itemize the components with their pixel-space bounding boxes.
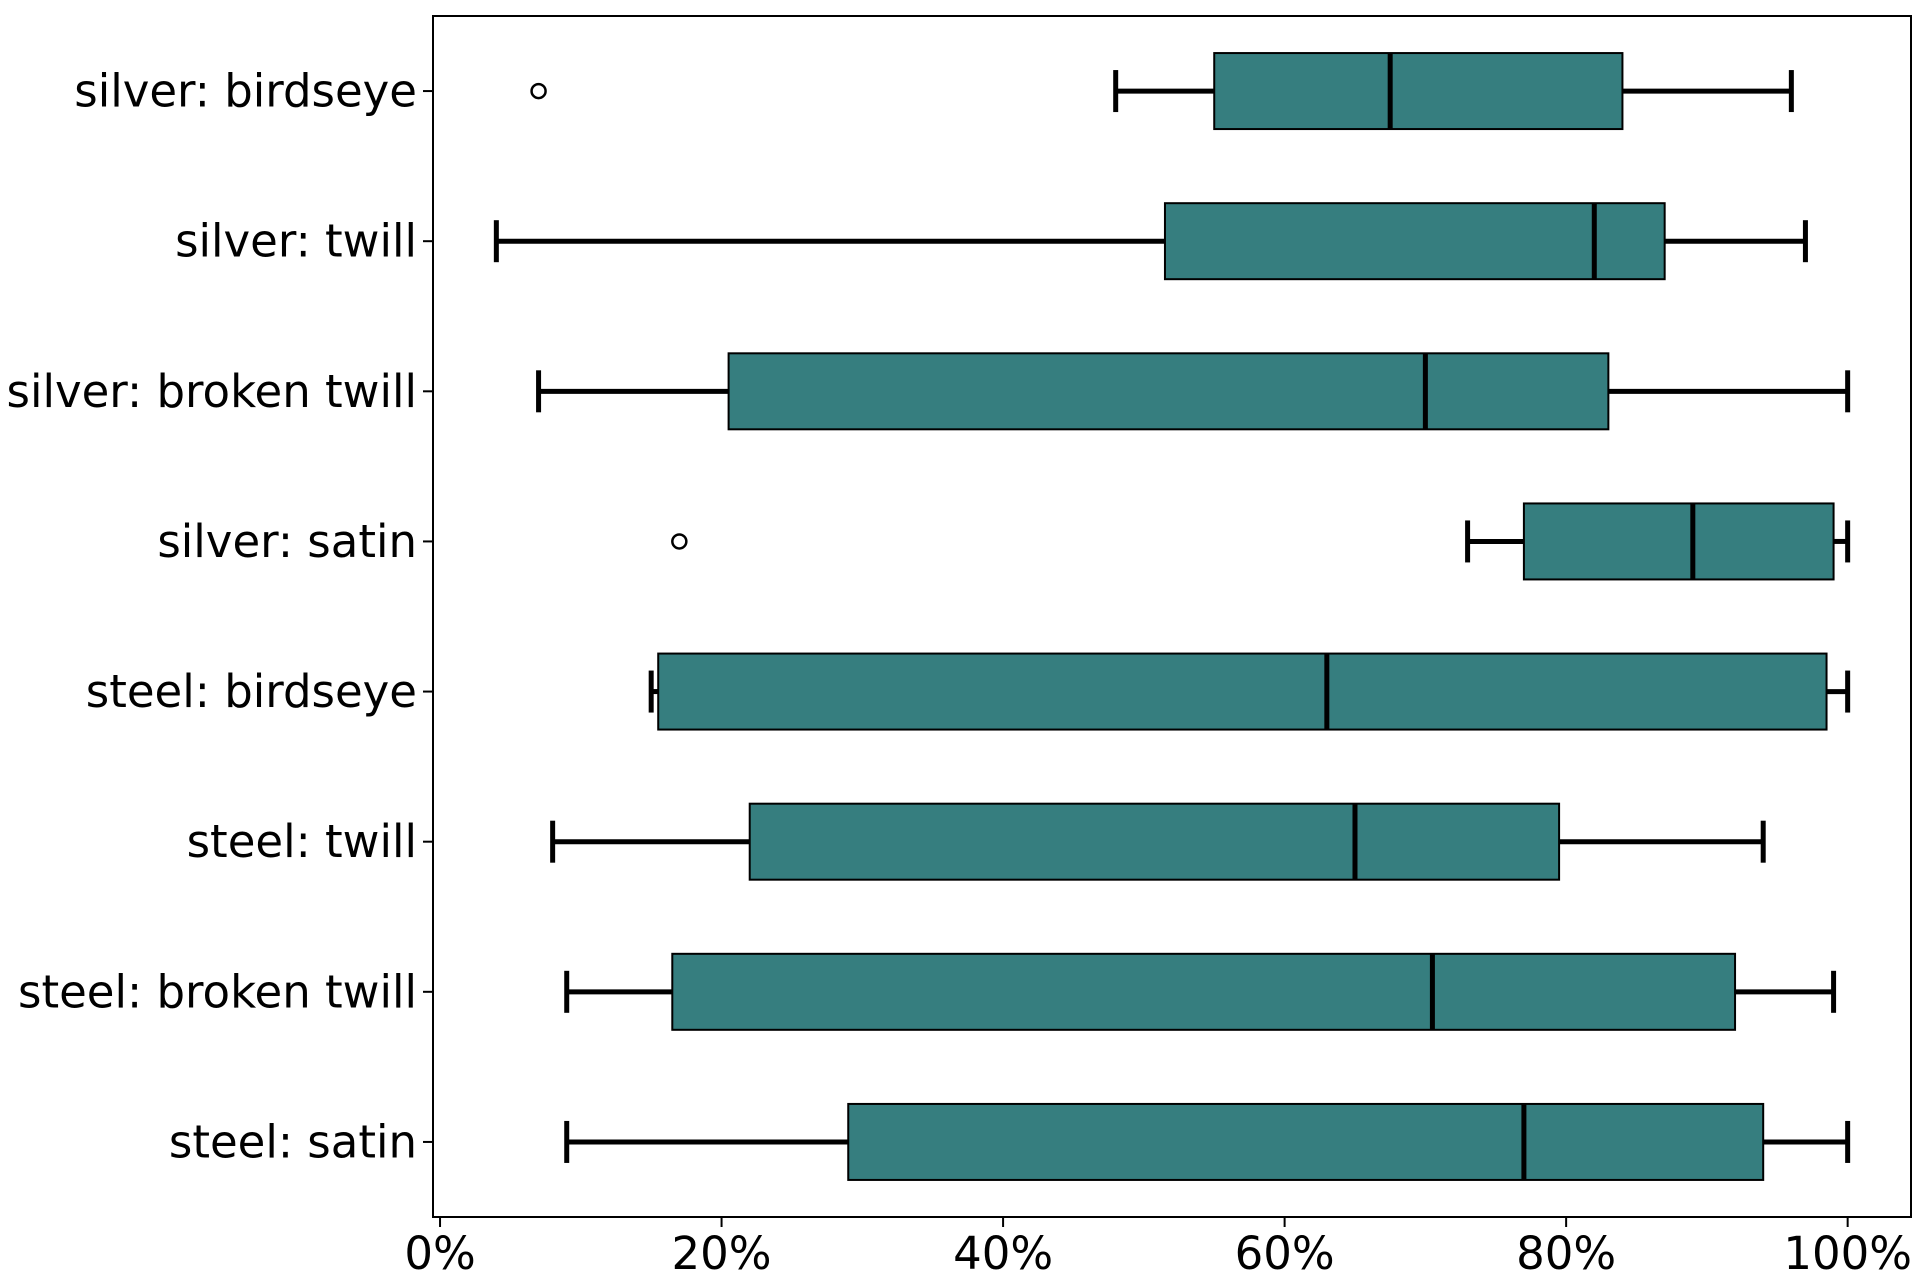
x-axis: 0% 20% 40% 60% 80% 100% [404, 1217, 1912, 1280]
box-group [564, 1102, 1851, 1181]
outlier-point [671, 533, 688, 550]
x-tick-label: 80% [1516, 1227, 1616, 1280]
iqr-box [847, 1102, 1765, 1181]
x-tick-label: 40% [953, 1227, 1053, 1280]
y-tick-label: silver: twill [175, 215, 417, 268]
iqr-box [748, 802, 1561, 881]
box-group [530, 52, 1794, 131]
boxes-layer [493, 52, 1851, 1181]
x-tick-label: 0% [404, 1227, 475, 1280]
iqr-box [727, 352, 1610, 431]
iqr-box [1213, 52, 1624, 131]
outlier-point [530, 82, 547, 100]
box-group [550, 802, 1766, 881]
y-axis: silver: birdseye silver: twill silver: bro… [7, 65, 433, 1168]
x-tick-label: 60% [1235, 1227, 1335, 1280]
box-group [671, 502, 1851, 581]
y-tick-label: steel: twill [187, 815, 417, 868]
box-group [493, 202, 1808, 281]
box-group [536, 352, 1851, 431]
x-tick-label: 100% [1783, 1227, 1912, 1280]
y-tick-label: silver: birdseye [74, 65, 417, 118]
iqr-box [657, 652, 1828, 731]
plot-area [432, 15, 1912, 1218]
y-tick-label: steel: broken twill [18, 965, 417, 1018]
iqr-box [1163, 202, 1666, 281]
y-tick-label: silver: satin [157, 515, 417, 568]
y-tick-label: silver: broken twill [7, 365, 417, 418]
box-group [648, 652, 1851, 731]
y-tick-label: steel: satin [169, 1115, 417, 1168]
iqr-box [1522, 502, 1835, 581]
y-tick-label: steel: birdseye [86, 665, 417, 718]
box-group [564, 952, 1837, 1031]
x-tick-label: 20% [672, 1227, 772, 1280]
iqr-box [671, 952, 1737, 1031]
